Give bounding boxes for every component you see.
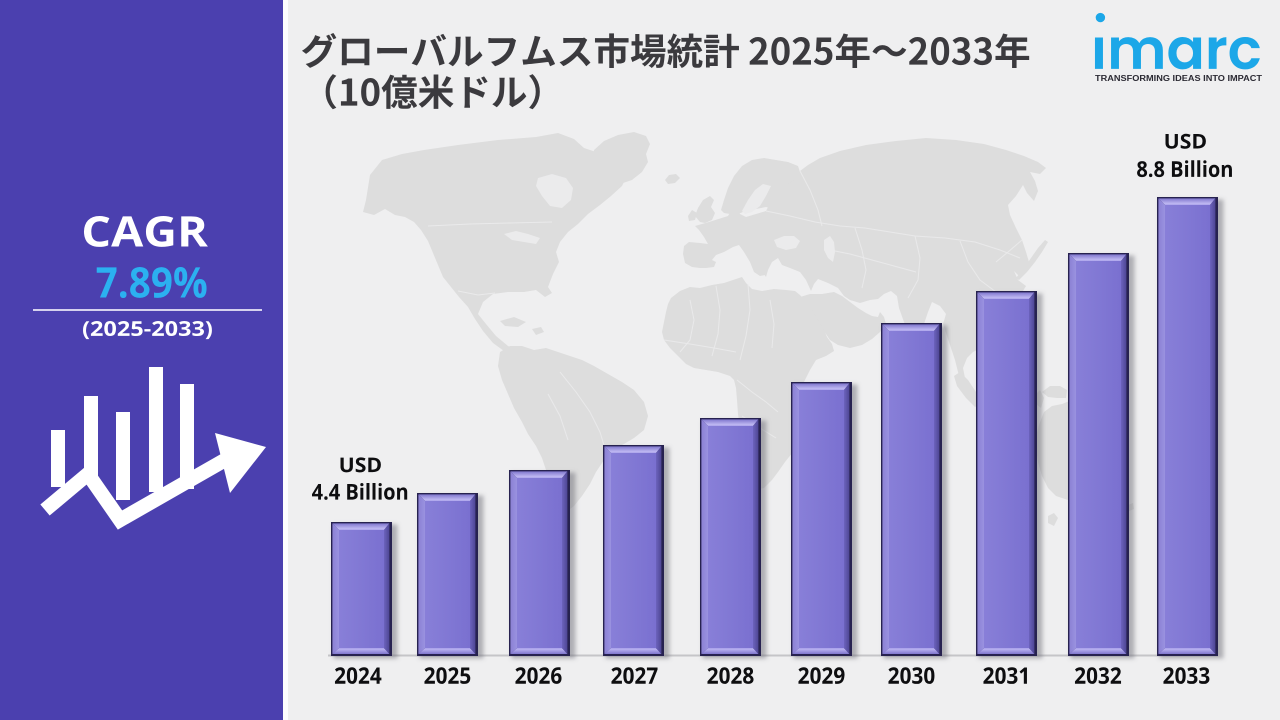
svg-text:TRANSFORMING IDEAS INTO IMPACT: TRANSFORMING IDEAS INTO IMPACT xyxy=(1095,74,1262,83)
